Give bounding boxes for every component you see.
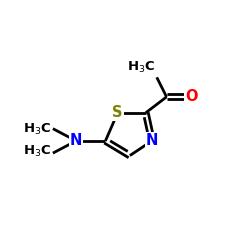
Text: O: O	[185, 90, 197, 104]
Text: N: N	[146, 134, 158, 148]
Text: S: S	[112, 105, 123, 120]
Text: H$_3$C: H$_3$C	[24, 122, 52, 138]
Text: H$_3$C: H$_3$C	[24, 144, 52, 160]
Text: H$_3$C: H$_3$C	[127, 60, 156, 75]
Text: N: N	[70, 134, 82, 148]
